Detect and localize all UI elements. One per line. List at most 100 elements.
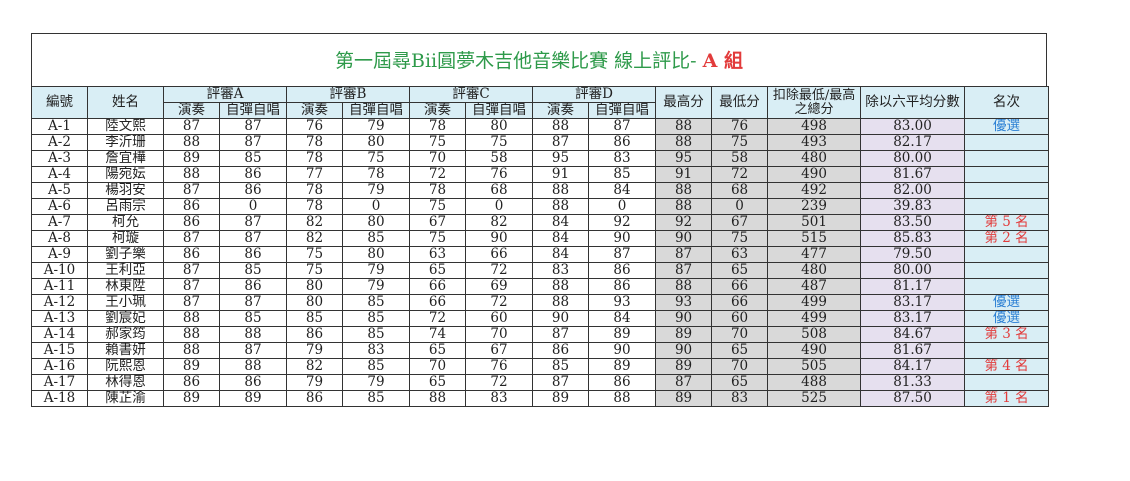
cell-name: 柯允 [87,214,164,231]
cell-name: 王利亞 [87,262,164,279]
cell-max: 90 [655,342,713,359]
cell-score: 75 [286,262,343,279]
cell-score: 75 [286,246,343,263]
cell-min: 58 [711,150,769,167]
cell-total: 499 [767,294,862,311]
cell-rank [964,198,1050,215]
cell-total: 487 [767,278,862,295]
cell-score: 82 [286,214,343,231]
cell-score: 88 [163,342,220,359]
table-row: A-8 柯璇 87 87 82 85 75 90 84 90 90 75 515 85.83 第 2 名 [31,230,1050,247]
cell-score: 85 [219,150,287,167]
cell-score: 84 [532,230,590,247]
cell-score: 79 [341,262,411,279]
cell-score: 87 [219,118,287,135]
cell-score: 72 [465,294,534,311]
cell-rank: 優選 [964,294,1050,311]
cell-score: 88 [532,278,590,295]
cell-score: 75 [409,134,467,151]
table-row: A-2 李沂珊 88 87 78 80 75 75 87 86 88 75 493 82.17 [31,134,1050,151]
cell-average: 84.67 [860,326,966,343]
cell-score: 78 [286,198,343,215]
cell-name: 李沂珊 [87,134,164,151]
cell-score: 87 [163,182,220,199]
cell-total: 493 [767,134,862,151]
cell-name: 林東陞 [87,278,164,295]
cell-average: 83.17 [860,310,966,327]
cell-max: 89 [655,358,713,375]
cell-id: A-1 [31,118,88,135]
cell-score: 88 [532,198,590,215]
cell-total: 477 [767,246,862,263]
cell-score: 85 [219,262,287,279]
cell-max: 88 [655,182,713,199]
cell-min: 68 [711,182,769,199]
cell-min: 75 [711,134,769,151]
cell-rank: 第 5 名 [964,214,1050,231]
cell-score: 87 [532,374,590,391]
cell-score: 86 [588,134,657,151]
cell-rank [964,342,1050,359]
cell-id: A-13 [31,310,88,327]
cell-max: 89 [655,326,713,343]
header-sing: 自彈自唱 [219,102,287,119]
cell-id: A-5 [31,182,88,199]
sheet-title: 第一屆尋Bii圓夢木吉他音樂比賽 線上評比- A 組 [32,46,1046,73]
cell-score: 79 [341,118,411,135]
table-row: A-10 王利亞 87 85 75 79 65 72 83 86 87 65 480 80.00 [31,262,1050,279]
cell-score: 90 [588,230,657,247]
cell-score: 89 [163,358,220,375]
cell-max: 92 [655,214,713,231]
header-judge-d: 評審D [532,86,657,103]
cell-average: 81.67 [860,342,966,359]
cell-score: 87 [219,214,287,231]
cell-total: 501 [767,214,862,231]
cell-score: 0 [465,198,534,215]
cell-rank [964,278,1050,295]
cell-score: 79 [341,374,411,391]
cell-average: 82.17 [860,134,966,151]
cell-score: 76 [465,166,534,183]
cell-score: 83 [341,342,411,359]
cell-name: 劉子樂 [87,246,164,263]
cell-rank [964,182,1050,199]
cell-score: 78 [341,166,411,183]
cell-max: 87 [655,262,713,279]
cell-score: 82 [286,358,343,375]
cell-id: A-8 [31,230,88,247]
cell-score: 85 [341,326,411,343]
cell-score: 65 [409,374,467,391]
cell-score: 89 [588,326,657,343]
cell-score: 75 [341,150,411,167]
cell-name: 楊羽安 [87,182,164,199]
cell-score: 84 [588,182,657,199]
cell-id: A-7 [31,214,88,231]
cell-score: 76 [465,358,534,375]
cell-id: A-3 [31,150,88,167]
cell-score: 66 [409,278,467,295]
cell-name: 陽宛妘 [87,166,164,183]
cell-rank: 第 4 名 [964,358,1050,375]
cell-min: 65 [711,262,769,279]
cell-score: 70 [409,358,467,375]
cell-score: 88 [532,182,590,199]
cell-score: 69 [465,278,534,295]
cell-min: 66 [711,278,769,295]
cell-rank [964,246,1050,263]
title-group: A 組 [702,50,743,72]
cell-average: 81.67 [860,166,966,183]
cell-score: 93 [588,294,657,311]
cell-min: 75 [711,230,769,247]
cell-average: 80.00 [860,150,966,167]
cell-score: 0 [588,198,657,215]
cell-score: 0 [341,198,411,215]
table-row: A-9 劉子樂 86 86 75 80 63 66 84 87 87 63 477 79.50 [31,246,1050,263]
table-row: A-14 郝家筠 88 88 86 85 74 70 87 89 89 70 508 84.67 第 3 名 [31,326,1050,343]
cell-score: 87 [588,246,657,263]
cell-score: 78 [409,118,467,135]
header-total: 扣除最低/最高之總分 [767,86,862,119]
cell-id: A-15 [31,342,88,359]
cell-id: A-4 [31,166,88,183]
cell-score: 83 [588,150,657,167]
cell-id: A-11 [31,278,88,295]
